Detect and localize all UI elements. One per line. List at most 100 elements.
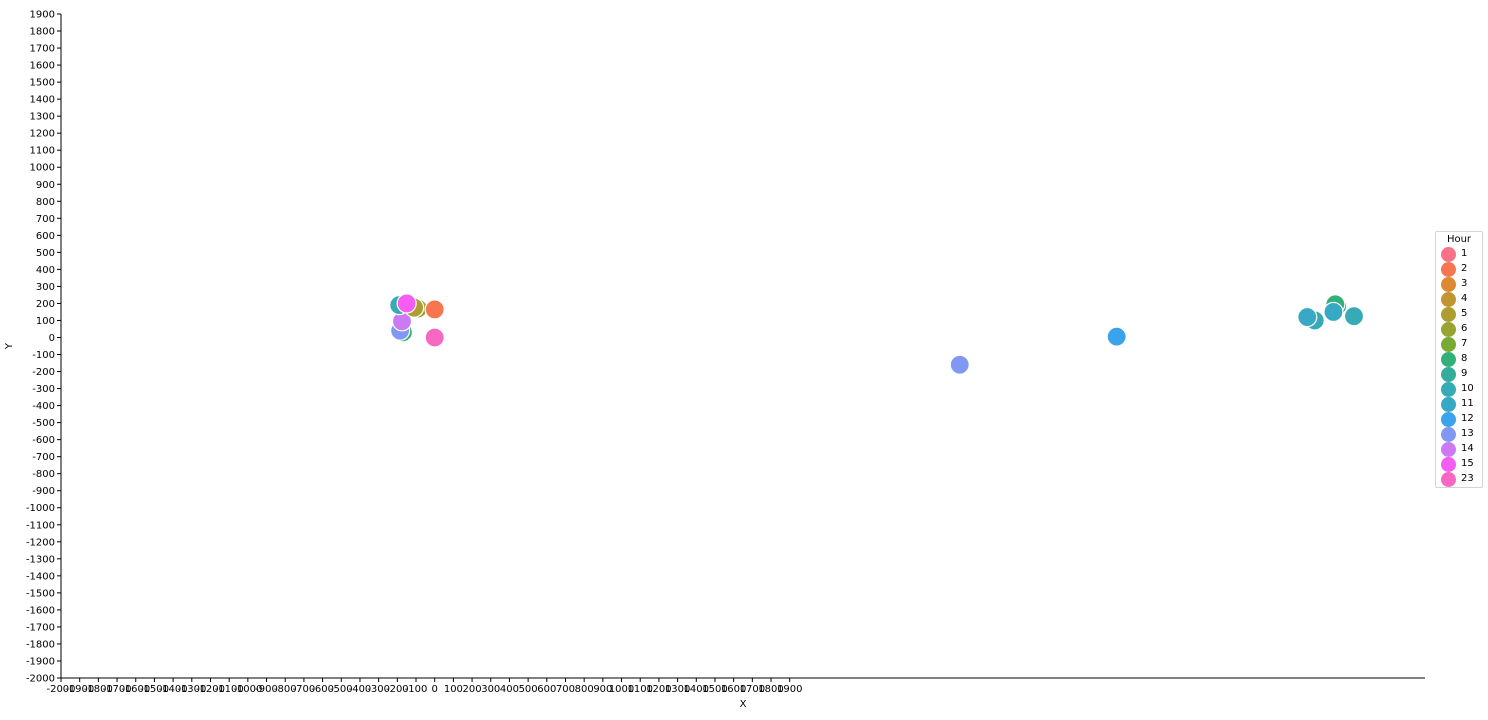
x-tick-label: -1700 [103, 684, 132, 695]
y-tick-label: 200 [36, 299, 55, 310]
x-tick-label: -1000 [233, 684, 262, 695]
legend-label: 5 [1461, 308, 1468, 319]
x-tick-label: -300 [367, 684, 390, 695]
x-tick-label: -1500 [140, 684, 169, 695]
x-tick-label: 1700 [740, 684, 765, 695]
x-tick-label: -400 [349, 684, 372, 695]
legend-swatch [1441, 307, 1456, 322]
point-hour-11 [1297, 306, 1318, 328]
legend-label: 15 [1461, 458, 1474, 469]
y-tick-label: -1500 [26, 588, 55, 599]
legend-label: 14 [1461, 443, 1474, 454]
legend-label: 7 [1461, 338, 1468, 349]
legend-item-13: 13 [1439, 427, 1483, 442]
x-tick-label: 1100 [628, 684, 653, 695]
x-tick-label: 1500 [702, 684, 727, 695]
point-hour-13 [949, 354, 970, 375]
y-tick-label: 1700 [30, 44, 55, 55]
legend-item-10: 10 [1439, 382, 1483, 397]
y-tick-label: -1800 [26, 639, 55, 650]
x-tick-label: 200 [463, 684, 482, 695]
legend-item-15: 15 [1439, 457, 1483, 472]
x-tick-label: -2000 [46, 684, 75, 695]
y-tick-label: -100 [32, 350, 55, 361]
legend-label: 8 [1461, 353, 1468, 364]
y-tick-label: -900 [32, 486, 55, 497]
y-tick-label: -1600 [26, 605, 55, 616]
legend-label: 4 [1461, 293, 1468, 304]
y-tick-label: -1200 [26, 537, 55, 548]
y-tick-label: 900 [36, 180, 55, 191]
y-tick-label: -1100 [26, 520, 55, 531]
point-hour-11 [1323, 301, 1344, 323]
x-tick-label: -800 [274, 684, 297, 695]
point-hour-2 [424, 299, 445, 320]
legend-label: 6 [1461, 323, 1468, 334]
x-tick-label: 300 [481, 684, 500, 695]
legend-swatch [1441, 337, 1456, 352]
x-tick-label: 800 [575, 684, 594, 695]
legend-swatch [1441, 277, 1456, 292]
y-tick-label: 1600 [30, 61, 55, 72]
x-tick-label: 0 [432, 684, 438, 695]
y-tick-label: 400 [36, 265, 55, 276]
y-tick-label: 600 [36, 231, 55, 242]
legend-swatch [1441, 457, 1456, 472]
legend-label: 10 [1461, 383, 1474, 394]
legend-item-2: 2 [1439, 262, 1483, 277]
legend-item-3: 3 [1439, 277, 1483, 292]
y-tick-label: 1900 [30, 10, 55, 21]
legend-swatch [1441, 247, 1456, 262]
y-tick-label: -300 [32, 384, 55, 395]
y-tick-label: 300 [36, 282, 55, 293]
x-axis-label: X [740, 699, 747, 710]
x-tick-label: -900 [255, 684, 278, 695]
legend-item-1: 1 [1439, 247, 1483, 262]
y-tick-label: -1900 [26, 656, 55, 667]
legend-swatch [1441, 412, 1456, 427]
x-tick-label: -1800 [84, 684, 113, 695]
legend-label: 23 [1461, 473, 1474, 484]
x-tick-label: 600 [537, 684, 556, 695]
legend-item-9: 9 [1439, 367, 1483, 382]
x-tick-label: 1800 [758, 684, 783, 695]
y-tick-label: -1400 [26, 571, 55, 582]
y-tick-label: 100 [36, 316, 55, 327]
legend: Hour 1 2 3 4 5 6 7 8 9 10 11 12 13 14 15 23 [1435, 231, 1483, 488]
legend-swatch [1441, 427, 1456, 442]
y-tick-label: -1000 [26, 503, 55, 514]
x-tick-label: 1000 [609, 684, 634, 695]
x-tick-label: 700 [556, 684, 575, 695]
point-hour-23 [424, 327, 445, 348]
legend-swatch [1441, 442, 1456, 457]
y-tick-label: -400 [32, 401, 55, 412]
x-tick-label: -1300 [177, 684, 206, 695]
legend-label: 1 [1461, 248, 1468, 259]
legend-title: Hour [1446, 234, 1472, 245]
x-tick-label: 1200 [646, 684, 671, 695]
x-tick-label: -1600 [121, 684, 150, 695]
y-tick-label: 1400 [30, 95, 55, 106]
y-tick-label: 500 [36, 248, 55, 259]
legend-item-11: 11 [1439, 397, 1483, 412]
legend-item-8: 8 [1439, 352, 1483, 367]
x-tick-label: 400 [500, 684, 519, 695]
x-tick-label: 500 [519, 684, 538, 695]
y-tick-label: 800 [36, 197, 55, 208]
legend-label: 11 [1461, 398, 1474, 409]
legend-item-12: 12 [1439, 412, 1483, 427]
x-tick-label: -500 [330, 684, 353, 695]
x-tick-label: -1900 [65, 684, 94, 695]
legend-swatch [1441, 322, 1456, 337]
x-tick-label: 1300 [665, 684, 690, 695]
x-tick-label: -1400 [159, 684, 188, 695]
x-tick-label: -200 [386, 684, 409, 695]
legend-swatch [1441, 352, 1456, 367]
point-hour-15 [396, 293, 417, 314]
legend-swatch [1441, 292, 1456, 307]
legend-item-23: 23 [1439, 472, 1483, 487]
y-tick-label: 1200 [30, 129, 55, 140]
legend-label: 12 [1461, 413, 1474, 424]
x-tick-label: -600 [311, 684, 334, 695]
x-tick-label: -1100 [215, 684, 244, 695]
